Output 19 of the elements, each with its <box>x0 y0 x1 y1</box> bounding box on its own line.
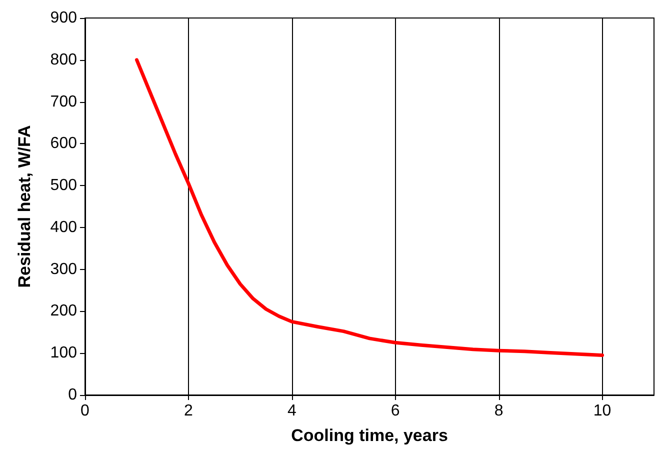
x-axis-title: Cooling time, years <box>291 426 448 445</box>
y-tick-label: 400 <box>50 218 78 236</box>
y-axis-title: Residual heat, W/FA <box>15 125 34 288</box>
y-tick-label: 800 <box>50 51 78 68</box>
x-tick-label: 8 <box>494 402 504 420</box>
x-tick-label: 6 <box>390 402 400 420</box>
x-tick-label: 0 <box>80 402 90 420</box>
y-tick-label: 600 <box>50 135 78 152</box>
y-tick-label: 300 <box>50 260 78 278</box>
y-tick-label: 0 <box>68 386 78 404</box>
y-tick-label: 200 <box>50 302 78 320</box>
line-series <box>134 58 604 357</box>
x-tick-label: 2 <box>184 402 193 420</box>
y-tick-label: 700 <box>50 93 78 110</box>
y-tick-label: 500 <box>50 177 78 194</box>
y-tick-label: 900 <box>50 10 78 26</box>
y-tick-label: 100 <box>50 344 78 362</box>
x-tick-label: 4 <box>287 402 296 420</box>
x-tick-label: 10 <box>593 402 612 420</box>
